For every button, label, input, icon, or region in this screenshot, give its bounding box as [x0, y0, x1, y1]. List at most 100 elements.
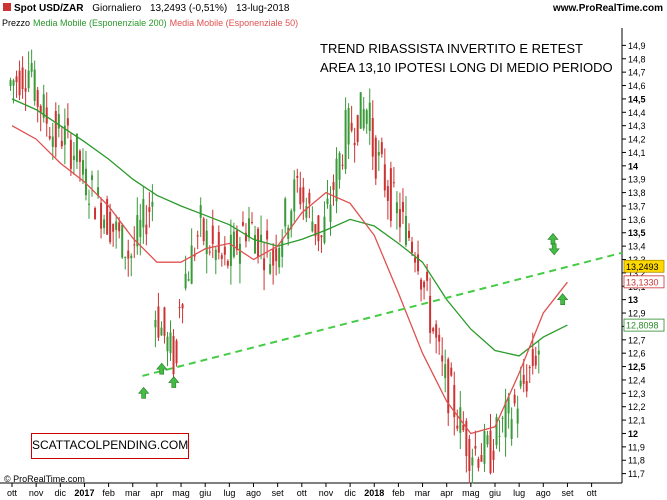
candle-body — [426, 271, 429, 281]
quote-label: 13,2493 (-0,51%) — [149, 3, 228, 14]
candle-body — [269, 264, 272, 274]
legend-ema50: Media Mobile (Esponenziale 50) — [169, 18, 299, 28]
price-tick-label: 13,5 — [628, 228, 646, 238]
candle-body — [208, 251, 211, 253]
candle-body — [501, 417, 504, 419]
price-tick-label: 11,8 — [628, 456, 645, 466]
candle-body — [302, 187, 305, 203]
candle-body — [513, 394, 516, 404]
candle-body — [272, 249, 275, 266]
plot-area — [0, 28, 622, 483]
candle-body — [362, 109, 365, 129]
price-tick-label: 13,4 — [628, 242, 646, 252]
candle-body — [39, 105, 42, 113]
current-price-box-label: 13,2493 — [626, 262, 659, 272]
candle-body — [398, 208, 401, 228]
candle-body — [18, 70, 21, 96]
candle-body — [184, 273, 187, 289]
candle-body — [320, 235, 323, 238]
candle-body — [172, 336, 175, 375]
candle-body — [498, 435, 501, 437]
candle-body — [311, 221, 314, 232]
time-tick-label: giu — [489, 488, 501, 498]
candle-body — [447, 359, 450, 414]
candle-body — [411, 241, 414, 253]
price-tick-label: 12,9 — [628, 309, 646, 319]
ema50-price-box-label: 13,1330 — [626, 277, 659, 287]
candle-body — [377, 152, 380, 156]
time-tick-label: nov — [29, 488, 44, 498]
candle-body — [247, 218, 250, 238]
header-info: Spot USD/ZAR Giornaliero 13,2493 (-0,51%… — [3, 3, 295, 14]
symbol-color-icon — [3, 3, 11, 11]
candle-body — [414, 257, 417, 263]
candle-body — [151, 201, 154, 207]
candle-body — [504, 401, 507, 438]
price-axis-ticks: 14,9 14,8 14,7 14,6 14,5 14,4 14,3 14,2 14,1 14 13… — [622, 41, 646, 479]
candle-body — [474, 445, 477, 449]
candle-body — [106, 199, 109, 235]
candle-body — [175, 340, 178, 364]
candle-body — [477, 459, 480, 468]
time-tick-label: ott — [587, 488, 598, 498]
candle-body — [347, 108, 350, 145]
legend: Prezzo Media Mobile (Esponenziale 200) Med… — [2, 18, 301, 28]
time-tick-label: ago — [246, 488, 261, 498]
time-tick-label: lug — [513, 488, 525, 498]
candle-body — [350, 122, 353, 131]
price-boxes: 13,2493 13,1330 12,8098 — [623, 259, 665, 332]
date-label: 13-lug-2018 — [236, 3, 290, 14]
candle-body — [63, 125, 66, 145]
price-tick-label: 13,9 — [628, 175, 646, 185]
candle-body — [178, 307, 181, 309]
candle-body — [103, 219, 106, 229]
candle-body — [229, 234, 232, 267]
candle-body — [220, 255, 223, 259]
time-tick-label: dic — [344, 488, 356, 498]
candle-body — [75, 133, 78, 162]
candle-body — [368, 102, 371, 131]
candle-body — [519, 380, 522, 387]
arrows-group — [137, 232, 569, 399]
candle-body — [423, 281, 426, 288]
price-tick-label: 14,9 — [628, 41, 646, 51]
candle-body — [329, 204, 332, 222]
candle-body — [36, 90, 39, 107]
candle-body — [205, 230, 208, 255]
candle-body — [166, 336, 169, 352]
price-tick-label: 14,5 — [628, 94, 646, 104]
candle-body — [115, 221, 118, 230]
time-axis-ticks: ott nov dic 2017 feb mar apr mag giu lug ago set ott… — [7, 483, 597, 498]
candle-body — [257, 228, 260, 258]
time-tick-label: ott — [7, 488, 18, 498]
price-tick-label: 12,5 — [628, 362, 646, 372]
candle-body — [27, 70, 30, 89]
candle-body — [190, 245, 193, 284]
candle-body — [112, 223, 115, 232]
candle-body — [510, 419, 513, 440]
candle-body — [169, 332, 172, 354]
arrow-down-icon — [548, 243, 560, 256]
legend-price: Prezzo — [2, 18, 31, 28]
candle-body — [181, 304, 184, 309]
site-label[interactable]: www.ProRealTime.com — [552, 3, 663, 14]
time-tick-label: set — [272, 488, 285, 498]
time-tick-label: mar — [125, 488, 141, 498]
watermark-box: SCATTACOLPENDING.COM — [31, 433, 189, 459]
chart-header: Spot USD/ZAR Giornaliero 13,2493 (-0,51%… — [0, 0, 667, 18]
time-tick-label: dic — [55, 488, 67, 498]
candle-body — [60, 140, 63, 147]
price-tick-label: 14,7 — [628, 68, 646, 78]
candle-body — [531, 349, 534, 367]
timeframe-label: Giornaliero — [92, 3, 142, 14]
candle-body — [293, 179, 296, 212]
candle-body — [456, 425, 459, 429]
candle-body — [278, 248, 281, 268]
time-tick-label: lug — [223, 488, 235, 498]
time-tick-label: mar — [415, 488, 431, 498]
candle-body — [97, 187, 100, 196]
ema200-line — [11, 98, 568, 357]
candle-body — [438, 334, 441, 342]
candle-body — [356, 115, 359, 143]
